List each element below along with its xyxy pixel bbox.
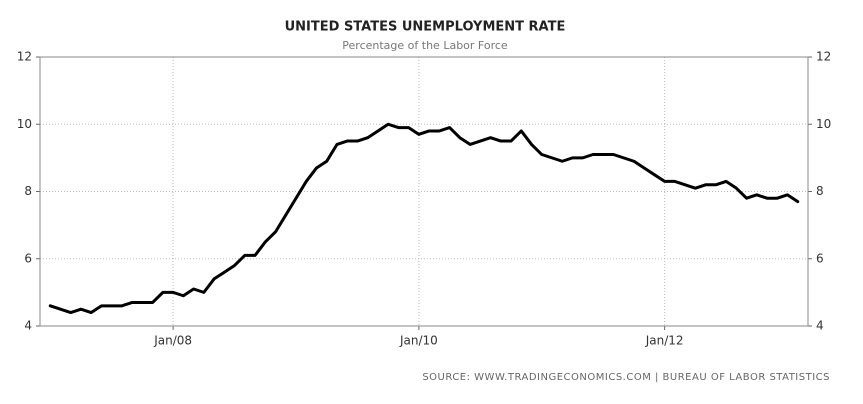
y2-tick-label: 4 [816,319,824,333]
y2-tick-label: 8 [816,184,824,198]
y2-tick-label: 12 [816,50,831,64]
y2-tick-label: 6 [816,251,824,265]
y-tick-label: 10 [17,117,32,131]
y2-tick-label: 10 [816,117,831,131]
source-note: SOURCE: WWW.TRADINGECONOMICS.COM | BUREA… [422,372,830,383]
y-tick-label: 12 [17,50,32,64]
y-tick-label: 6 [24,251,32,265]
data-line [48,122,800,315]
x-tick-label: Jan/12 [645,334,684,348]
x-tick-label: Jan/10 [399,334,438,348]
chart-title: UNITED STATES UNEMPLOYMENT RATE [285,20,566,35]
y-tick-label: 4 [24,319,32,333]
x-tick-label: Jan/08 [153,334,192,348]
y-tick-label: 8 [24,184,32,198]
plot-frame [39,56,809,327]
chart-subtitle: Percentage of the Labor Force [342,39,508,52]
